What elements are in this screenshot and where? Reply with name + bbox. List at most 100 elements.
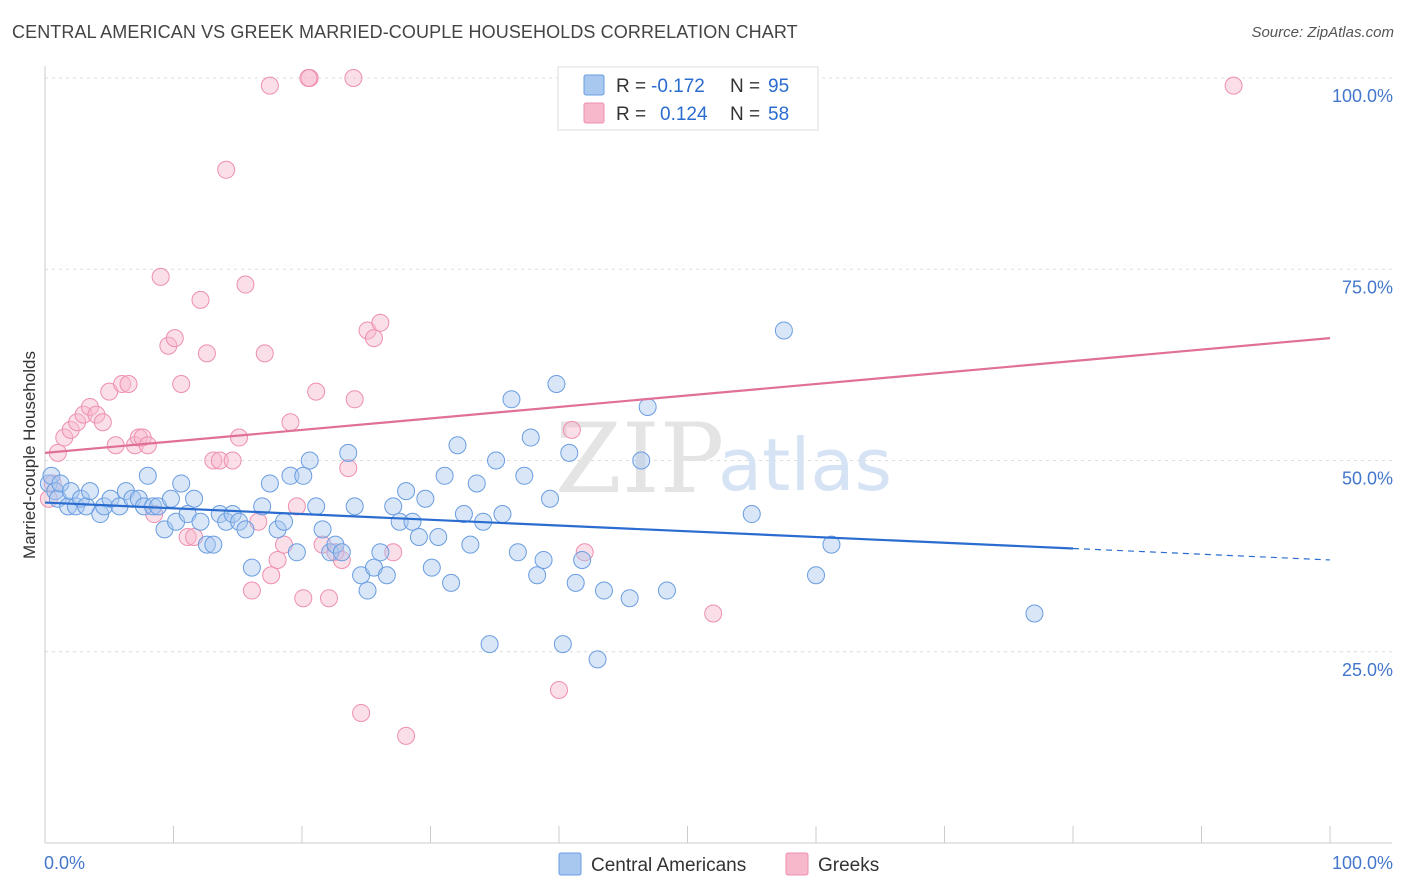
legend-r-label: R = (616, 76, 646, 97)
central-point (620, 589, 639, 608)
greek-trend-line (44, 337, 1331, 454)
central-point (774, 321, 793, 340)
chart-title: CENTRAL AMERICAN VS GREEK MARRIED-COUPLE… (12, 22, 798, 42)
greek-point (345, 390, 364, 409)
central-point (461, 535, 480, 554)
greek-point (68, 413, 87, 432)
central-point (253, 497, 272, 516)
y-tick-label: 75.0% (1342, 277, 1393, 297)
legend-swatch-greek (583, 102, 605, 124)
central-point (281, 466, 300, 485)
greek-point (704, 604, 723, 623)
central-point (480, 635, 499, 654)
greek-point (371, 313, 390, 332)
central-point (204, 535, 223, 554)
greek-point (550, 681, 568, 699)
greek-point (159, 336, 178, 355)
greek-point (230, 428, 249, 447)
central-point (409, 528, 428, 546)
central-point (197, 535, 216, 554)
greek-point (281, 413, 300, 432)
central-point (632, 451, 651, 470)
legend-swatch-central (583, 74, 605, 96)
central-point (161, 489, 180, 508)
greek-point (344, 69, 363, 87)
greek-point (217, 160, 236, 179)
central-point (42, 466, 61, 485)
central-point (560, 443, 579, 462)
central-point (435, 466, 454, 485)
greek-point (242, 581, 261, 600)
bottom-legend-central: Central Americans (591, 855, 746, 876)
central-point (80, 482, 99, 501)
greek-point (129, 428, 148, 447)
greek-point (319, 589, 338, 608)
greek-point (562, 420, 581, 439)
central-point (101, 489, 120, 508)
central-point (657, 581, 676, 600)
greek-point (268, 550, 287, 569)
central-point (403, 512, 422, 531)
greek-point (74, 405, 93, 424)
greek-point (151, 267, 170, 286)
greek-point (119, 375, 138, 393)
central-point (528, 566, 547, 585)
greek-point (255, 344, 274, 363)
central-point (345, 497, 364, 516)
greek-point (260, 76, 279, 95)
central-point (553, 635, 572, 654)
central-point (313, 520, 332, 539)
greek-point (178, 528, 197, 546)
central-point (300, 451, 319, 470)
legend-box: R = -0.172 N = 95 R = 0.124 N = 58 (557, 66, 819, 131)
central-point (566, 573, 585, 592)
central-point (594, 581, 613, 600)
central-point (275, 512, 294, 531)
central-point (508, 543, 527, 562)
greek-point (55, 428, 74, 447)
central-point (230, 512, 249, 531)
greek-point (1224, 76, 1243, 95)
central-point (377, 566, 396, 585)
legend-n-label: N = (730, 76, 760, 97)
y-axis-label: Married-couple Households (20, 351, 39, 559)
greek-point (384, 543, 403, 562)
central-point (493, 505, 512, 524)
central-point (448, 436, 467, 455)
central-point (358, 581, 377, 600)
greek-point (339, 459, 358, 478)
central-point (287, 543, 306, 562)
central-point (573, 550, 592, 569)
greek-point (299, 69, 318, 87)
central-point (217, 512, 236, 531)
x-tick-label: 100.0% (1332, 853, 1393, 873)
central-point (185, 489, 204, 508)
central-point (191, 512, 210, 531)
central-point (1025, 604, 1044, 623)
central-point (326, 535, 345, 554)
central-point (515, 466, 534, 485)
greek-point (172, 375, 191, 393)
greek-point (364, 329, 383, 348)
central-point (454, 505, 473, 524)
greek-point (93, 413, 112, 432)
x-tick-label: 0.0% (44, 853, 85, 873)
central-point (588, 650, 607, 669)
greek-point (87, 405, 106, 424)
central-point (77, 497, 96, 516)
watermark-zip: ZIP (555, 403, 724, 515)
central-point (307, 497, 326, 516)
legend-n-label: N = (730, 104, 760, 125)
y-tick-label: 25.0% (1342, 660, 1393, 680)
watermark: ZIP atlas (555, 403, 892, 515)
central-point (332, 543, 351, 562)
tick-labels: 100.0% 75.0% 50.0% 25.0% 0.0% 100.0% (44, 86, 1393, 873)
bottom-legend: Central Americans Greeks (558, 852, 879, 876)
central-point (371, 543, 390, 562)
central-point (51, 474, 70, 493)
greek-point (223, 451, 242, 470)
greek-point (294, 589, 313, 608)
central-point (397, 482, 416, 501)
central-point (260, 474, 279, 493)
central-point (534, 550, 553, 569)
